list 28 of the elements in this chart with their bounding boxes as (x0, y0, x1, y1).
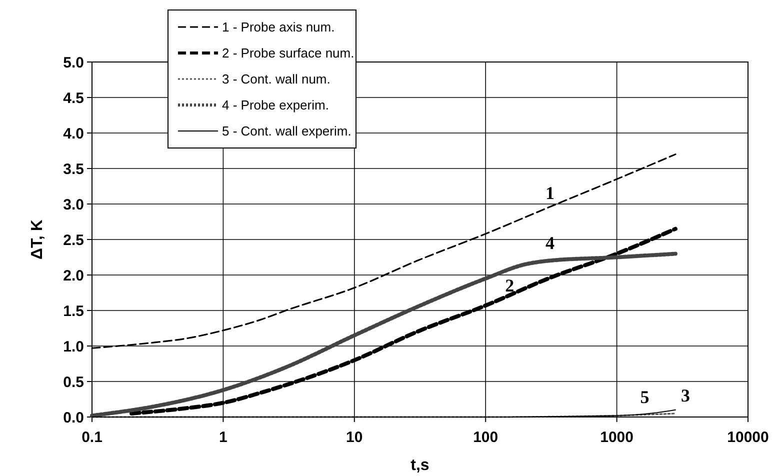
x-tick-label: 0.1 (82, 429, 102, 446)
y-tick-label: 3.0 (63, 196, 84, 214)
legend-label: 2 - Probe surface num. (222, 46, 354, 61)
annotation: 5 (640, 386, 650, 407)
y-tick-label: 2.5 (63, 232, 84, 249)
y-tick-label: 1.0 (63, 338, 84, 356)
y-axis-title: ΔT, K (29, 219, 46, 260)
annotation: 1 (546, 183, 555, 204)
y-tick-label: 2.0 (63, 267, 84, 284)
annotation: 3 (680, 385, 690, 406)
legend-label: 4 - Probe experim. (222, 98, 329, 113)
y-tick-label: 5.0 (63, 54, 84, 72)
annotation: 2 (505, 275, 514, 296)
y-tick-label: 3.5 (63, 160, 84, 178)
x-tick-label: 10 (346, 429, 363, 446)
legend-label: 1 - Probe axis num. (222, 20, 335, 35)
x-axis-title: t,s (410, 457, 430, 474)
x-tick-label: 10000 (727, 429, 769, 446)
x-tick-label: 100 (473, 429, 498, 446)
y-tick-label: 4.0 (63, 125, 84, 142)
y-tick-label: 0.5 (63, 374, 84, 391)
y-tick-label: 1.5 (63, 302, 84, 320)
x-tick-label: 1 (219, 429, 228, 446)
x-tick-label: 1000 (600, 429, 634, 446)
y-tick-label: 0.0 (63, 409, 84, 426)
legend-label: 5 - Cont. wall experim. (222, 124, 352, 139)
y-tick-label: 4.5 (63, 90, 84, 107)
legend-label: 3 - Cont. wall num. (222, 72, 330, 87)
